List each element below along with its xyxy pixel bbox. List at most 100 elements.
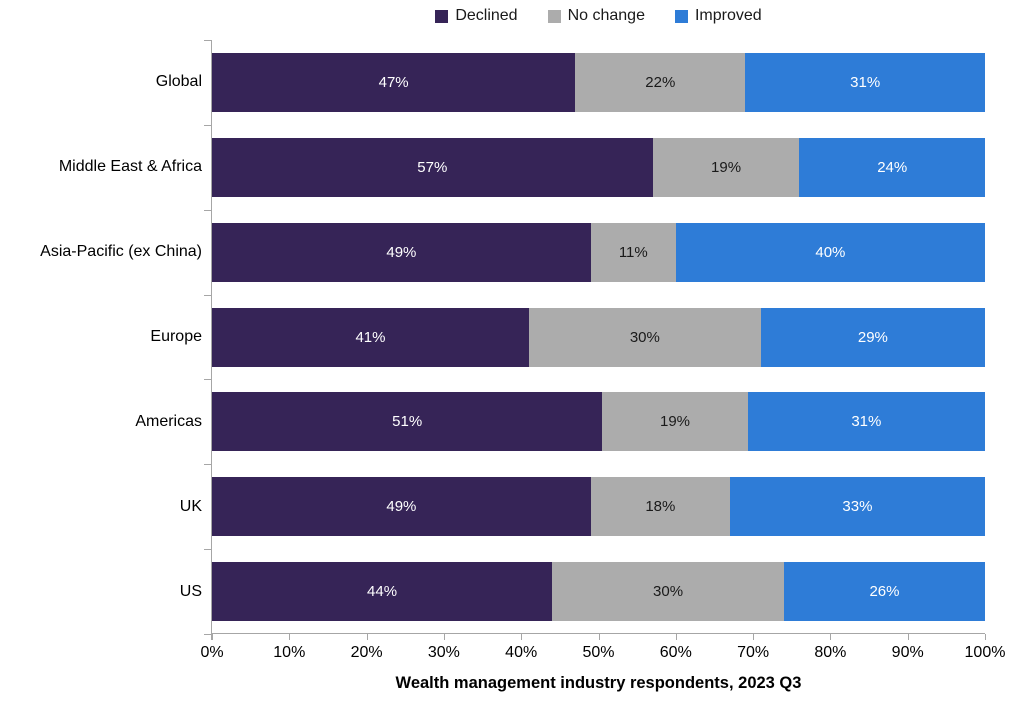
bar-value-label: 19%: [660, 413, 691, 431]
y-axis-spine: [211, 40, 212, 640]
category-label: Asia-Pacific (ex China): [40, 243, 202, 261]
bar-segment-no-change: 30%: [528, 307, 761, 367]
bar-value-label: 49%: [386, 243, 417, 261]
legend-swatch-declined-icon: [435, 9, 449, 23]
bar-value-label: 47%: [378, 73, 409, 91]
y-axis-tick: [204, 464, 212, 465]
bar-value-label: 41%: [355, 328, 386, 346]
bar-value-label: 29%: [857, 328, 888, 346]
bar-segment-declined: 57%: [212, 137, 653, 197]
x-axis-tick: [521, 634, 523, 640]
bar-segment-improved: 24%: [799, 137, 985, 197]
x-axis-tick: [985, 634, 986, 640]
x-axis-tick: [212, 634, 213, 640]
bar-value-label: 51%: [392, 413, 423, 431]
bar-row: 47% 22% 31%: [212, 52, 985, 112]
bar-segment-no-change: 18%: [590, 477, 730, 537]
category-label: Americas: [135, 412, 202, 430]
bar-segment-no-change: 30%: [552, 562, 784, 622]
bar-segment-declined: 51%: [212, 392, 603, 452]
bar-value-label: 31%: [851, 413, 882, 431]
x-axis-tick-label: 70%: [737, 644, 770, 661]
x-axis-tick-label: 90%: [891, 644, 924, 661]
x-axis-tick-label: 80%: [814, 644, 847, 661]
bar-value-label: 11%: [618, 243, 648, 261]
y-axis-tick: [204, 634, 212, 635]
bar-value-label: 24%: [877, 158, 908, 176]
legend-item-no-change: No change: [547, 7, 645, 25]
bar-value-label: 30%: [653, 583, 684, 601]
bar-row: 49% 18% 33%: [212, 477, 985, 537]
x-axis-title: Wealth management industry respondents, …: [395, 674, 802, 692]
x-axis-tick: [830, 634, 832, 640]
legend-swatch-improved-icon: [674, 9, 688, 23]
x-axis-tick-label: 10%: [273, 644, 306, 661]
x-axis-tick: [675, 634, 677, 640]
bar-segment-improved: 31%: [747, 392, 985, 452]
x-axis-tick: [366, 634, 368, 640]
bar-segment-no-change: 22%: [575, 52, 746, 112]
y-axis-tick: [204, 125, 212, 126]
category-label: US: [179, 582, 202, 600]
bar-value-label: 31%: [850, 73, 881, 91]
x-axis-tick: [753, 634, 755, 640]
bar-value-label: 26%: [869, 583, 900, 601]
y-axis-tick: [204, 379, 212, 380]
bar-segment-declined: 47%: [212, 52, 576, 112]
y-axis-tick: [204, 40, 212, 41]
x-axis-tick-label: 100%: [964, 644, 1006, 661]
x-axis-tick-label: 0%: [200, 644, 224, 661]
bar-segment-declined: 49%: [212, 222, 591, 282]
bar-value-label: 18%: [645, 498, 676, 516]
legend-item-improved: Improved: [674, 7, 762, 25]
x-axis-tick-label: 50%: [582, 644, 615, 661]
bar-segment-declined: 41%: [212, 307, 529, 367]
x-axis-tick-label: 30%: [427, 644, 460, 661]
category-label: Europe: [150, 328, 202, 345]
legend-label-declined: Declined: [455, 7, 518, 24]
bar-row: 49% 11% 40%: [212, 222, 985, 282]
bar-segment-improved: 40%: [675, 222, 985, 282]
legend-item-declined: Declined: [435, 7, 518, 25]
bar-segment-declined: 44%: [212, 562, 553, 622]
x-axis-tick-label: 40%: [505, 644, 538, 661]
bar-segment-declined: 49%: [212, 477, 591, 537]
bar-segment-no-change: 19%: [652, 137, 800, 197]
bar-segment-improved: 29%: [760, 307, 985, 367]
category-label: Global: [155, 73, 202, 91]
bar-value-label: 57%: [417, 158, 448, 176]
x-axis-tick-label: 20%: [350, 644, 383, 661]
bar-value-label: 40%: [815, 243, 846, 261]
bar-value-label: 30%: [629, 328, 660, 346]
y-axis-tick: [204, 549, 212, 550]
bar-segment-no-change: 11%: [590, 222, 676, 282]
bar-row: 44% 30% 26%: [212, 562, 985, 622]
bar-segment-no-change: 19%: [602, 392, 748, 452]
y-axis-tick: [204, 210, 212, 211]
bar-row: 41% 30% 29%: [212, 307, 985, 367]
x-axis-line: [211, 633, 985, 634]
bar-value-label: 19%: [711, 158, 742, 176]
legend-label-improved: Improved: [694, 7, 762, 24]
bar-value-label: 33%: [842, 498, 873, 516]
category-label: UK: [179, 497, 202, 515]
bar-value-label: 22%: [645, 73, 676, 91]
y-axis-tick: [204, 295, 212, 296]
bar-segment-improved: 31%: [745, 52, 985, 112]
bar-segment-improved: 26%: [784, 562, 985, 622]
bar-value-label: 49%: [386, 498, 417, 516]
legend-label-no-change: No change: [567, 7, 645, 24]
x-axis-tick: [598, 634, 600, 640]
bar-segment-improved: 33%: [729, 477, 985, 537]
bar-row: 51% 19% 31%: [212, 392, 985, 452]
legend-swatch-no-change-icon: [547, 9, 561, 23]
chart-legend: Declined No change Improved: [212, 4, 985, 28]
x-axis-tick: [289, 634, 291, 640]
x-axis-tick: [443, 634, 445, 640]
plot-area: 47% 22% 31% 57% 19% 24% 49% 11% 40% 41% 30% 29% 51% 1…: [204, 40, 986, 640]
bar-row: 57% 19% 24%: [212, 137, 985, 197]
x-axis-tick-label: 60%: [659, 644, 692, 661]
bar-value-label: 44%: [367, 583, 398, 601]
x-axis-tick: [907, 634, 909, 640]
